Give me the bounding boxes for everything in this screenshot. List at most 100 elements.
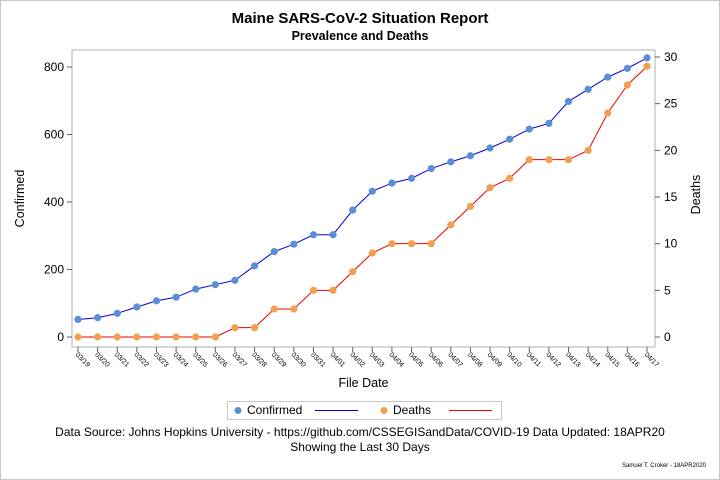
x-tick-label: 03/23 <box>152 351 169 368</box>
legend-deaths-label: Deaths <box>393 403 432 417</box>
point-deaths <box>388 240 396 248</box>
point-confirmed <box>506 135 514 143</box>
point-confirmed <box>231 276 239 284</box>
point-confirmed <box>525 125 533 133</box>
point-confirmed <box>192 285 200 293</box>
point-deaths <box>466 202 475 210</box>
point-confirmed <box>604 73 612 81</box>
x-tick-label: 04/17 <box>643 351 660 368</box>
y2-tick-label: 15 <box>664 190 678 204</box>
y2-axis-label: Deaths <box>689 175 703 215</box>
x-tick-label: 03/31 <box>309 351 326 368</box>
legend-deaths-marker <box>380 407 388 414</box>
point-confirmed <box>309 231 318 239</box>
series-line-deaths <box>78 65 648 338</box>
x-tick-label: 04/13 <box>564 351 581 368</box>
point-confirmed <box>388 179 396 187</box>
x-tick-label: 04/10 <box>505 351 522 368</box>
point-confirmed <box>329 231 337 239</box>
legend-confirmed-marker <box>234 407 242 414</box>
point-deaths <box>407 240 416 248</box>
point-confirmed <box>486 144 494 152</box>
point-confirmed <box>290 240 298 248</box>
x-tick-label: 04/02 <box>348 351 365 368</box>
showing-note: Showing the Last 30 Days <box>290 440 430 454</box>
point-confirmed <box>466 152 475 160</box>
y-tick-label: 0 <box>57 330 64 344</box>
x-tick-label: 03/21 <box>113 351 130 368</box>
x-tick-label: 03/19 <box>74 351 91 368</box>
point-deaths <box>368 249 376 257</box>
point-confirmed <box>113 309 121 317</box>
point-confirmed <box>211 281 219 289</box>
y2-tick-label: 20 <box>664 143 678 157</box>
x-axis-label: File Date <box>338 376 388 390</box>
x-tick-label: 04/15 <box>603 351 620 368</box>
y2-tick-label: 5 <box>664 283 671 297</box>
point-deaths <box>152 333 161 341</box>
y-tick-label: 400 <box>44 195 64 209</box>
data-source-note: Data Source: Johns Hopkins University - … <box>55 425 665 439</box>
point-deaths <box>231 324 239 332</box>
author-credit: Samuel T. Croker - 18APR2020 <box>622 463 706 469</box>
point-deaths <box>447 221 455 229</box>
x-tick-label: 04/11 <box>525 351 542 368</box>
chart-title: Maine SARS-CoV-2 Situation Report <box>231 10 489 27</box>
point-confirmed <box>368 187 376 195</box>
x-tick-label: 04/05 <box>407 351 424 368</box>
x-tick-label: 04/14 <box>584 351 601 368</box>
x-tick-label: 03/28 <box>250 351 267 368</box>
chart-subtitle: Prevalence and Deaths <box>291 29 429 43</box>
point-deaths <box>309 286 318 294</box>
x-tick-label: 03/27 <box>231 351 248 368</box>
x-tick-label: 03/20 <box>93 351 110 368</box>
point-deaths <box>584 146 592 154</box>
point-confirmed <box>643 54 651 62</box>
point-confirmed <box>172 293 180 301</box>
point-confirmed <box>94 314 102 322</box>
point-confirmed <box>407 174 416 182</box>
point-deaths <box>329 286 337 294</box>
x-tick-label: 04/08 <box>466 351 483 368</box>
point-confirmed <box>152 297 161 305</box>
x-tick-label: 04/01 <box>329 351 346 368</box>
point-deaths <box>349 268 357 276</box>
y2-tick-label: 10 <box>664 237 678 251</box>
point-confirmed <box>623 64 631 72</box>
point-deaths <box>172 333 180 341</box>
point-deaths <box>623 81 631 89</box>
point-deaths <box>427 240 435 248</box>
point-deaths <box>270 305 278 313</box>
x-tick-label: 03/24 <box>172 351 189 368</box>
y-tick-label: 200 <box>44 263 64 277</box>
series-line-confirmed <box>77 57 648 320</box>
point-deaths <box>94 333 102 341</box>
point-confirmed <box>447 158 455 166</box>
point-deaths <box>564 156 573 164</box>
x-tick-label: 04/04 <box>388 351 405 368</box>
point-confirmed <box>564 97 573 106</box>
point-deaths <box>506 174 514 182</box>
point-deaths <box>250 324 259 332</box>
point-deaths <box>604 109 612 117</box>
point-confirmed <box>545 119 553 127</box>
legend-confirmed-label: Confirmed <box>247 403 303 417</box>
x-tick-label: 03/30 <box>289 351 306 368</box>
point-deaths <box>74 333 82 341</box>
y-axis-label: Confirmed <box>13 170 27 228</box>
point-confirmed <box>133 303 141 311</box>
x-tick-label: 04/07 <box>446 351 463 368</box>
x-tick-label: 04/06 <box>427 351 444 368</box>
y2-tick-label: 0 <box>664 330 671 344</box>
point-deaths <box>192 333 200 341</box>
point-deaths <box>211 333 219 341</box>
x-tick-label: 04/16 <box>623 351 640 368</box>
point-deaths <box>525 156 533 164</box>
point-confirmed <box>349 206 357 214</box>
point-confirmed <box>427 164 435 173</box>
plot-area <box>71 49 656 348</box>
x-tick-label: 04/03 <box>368 351 385 368</box>
y2-tick-label: 25 <box>664 97 678 111</box>
legend: Confirmed Deaths <box>227 401 502 420</box>
x-tick-label: 03/26 <box>211 351 228 368</box>
